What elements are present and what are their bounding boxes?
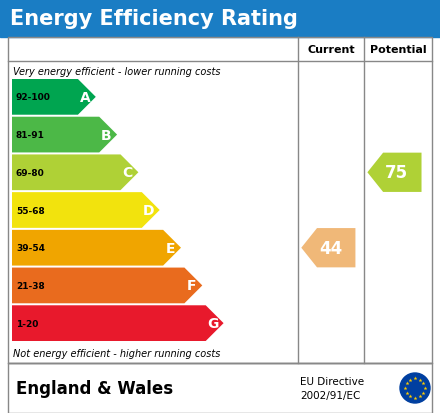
Polygon shape (12, 230, 181, 266)
Text: E: E (165, 241, 175, 255)
Polygon shape (12, 306, 224, 341)
Text: 39-54: 39-54 (16, 244, 45, 253)
Text: Energy Efficiency Rating: Energy Efficiency Rating (10, 9, 298, 29)
Polygon shape (301, 228, 356, 268)
Polygon shape (12, 193, 160, 228)
Text: Current: Current (307, 45, 355, 55)
Text: England & Wales: England & Wales (16, 379, 173, 397)
Circle shape (400, 373, 430, 403)
Text: 44: 44 (319, 239, 342, 257)
Text: Not energy efficient - higher running costs: Not energy efficient - higher running co… (13, 348, 220, 358)
Polygon shape (12, 268, 202, 304)
Text: 81-91: 81-91 (16, 131, 45, 140)
Text: C: C (123, 166, 133, 180)
Text: 75: 75 (385, 164, 408, 182)
Polygon shape (12, 80, 96, 116)
Bar (0, 0, 440, 38)
Polygon shape (367, 153, 422, 192)
Text: 55-68: 55-68 (16, 206, 45, 215)
Text: 92-100: 92-100 (16, 93, 51, 102)
Text: Potential: Potential (370, 45, 426, 55)
Text: D: D (143, 204, 155, 218)
Text: 21-38: 21-38 (16, 281, 45, 290)
Text: G: G (207, 316, 219, 330)
Text: B: B (101, 128, 112, 142)
Text: Very energy efficient - lower running costs: Very energy efficient - lower running co… (13, 67, 220, 77)
Text: EU Directive
2002/91/EC: EU Directive 2002/91/EC (300, 376, 364, 400)
Text: F: F (187, 279, 196, 293)
Polygon shape (12, 155, 138, 191)
Bar (8, 38, 432, 363)
Polygon shape (12, 117, 117, 153)
Text: 1-20: 1-20 (16, 319, 38, 328)
Bar (8, 363, 432, 413)
Text: 69-80: 69-80 (16, 169, 45, 177)
Text: A: A (80, 90, 91, 104)
